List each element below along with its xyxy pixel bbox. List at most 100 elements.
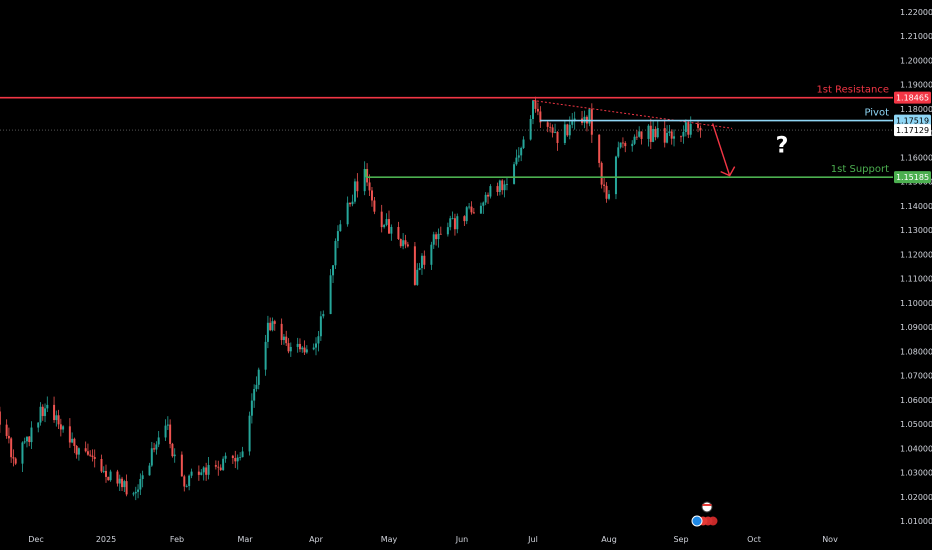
candle-body[interactable] xyxy=(139,478,142,490)
candle-body[interactable] xyxy=(121,478,124,488)
candle-body[interactable] xyxy=(336,231,339,242)
candle-body[interactable] xyxy=(116,471,119,484)
candle-body[interactable] xyxy=(420,255,423,269)
candle-body[interactable] xyxy=(271,321,274,331)
candle-body[interactable] xyxy=(157,437,160,445)
candle-body[interactable] xyxy=(77,448,80,455)
candle-body[interactable] xyxy=(53,404,56,421)
candle-body[interactable] xyxy=(638,131,641,137)
candle-body[interactable] xyxy=(86,451,89,455)
candle-body[interactable] xyxy=(197,471,200,475)
candle-body[interactable] xyxy=(334,241,337,266)
candle-body[interactable] xyxy=(5,424,8,436)
candle-body[interactable] xyxy=(689,123,692,135)
candle-body[interactable] xyxy=(568,124,571,136)
candle-body[interactable] xyxy=(46,404,49,409)
candle-body[interactable] xyxy=(273,321,276,324)
candle-body[interactable] xyxy=(171,443,174,457)
candle-body[interactable] xyxy=(166,424,169,426)
candle-body[interactable] xyxy=(451,218,454,220)
candle-body[interactable] xyxy=(57,415,60,425)
candle-body[interactable] xyxy=(41,406,44,417)
candle-body[interactable] xyxy=(353,181,356,202)
candle-body[interactable] xyxy=(406,244,409,247)
candle-body[interactable] xyxy=(668,131,671,133)
candle-body[interactable] xyxy=(435,234,438,240)
candle-body[interactable] xyxy=(670,131,673,139)
candle-body[interactable] xyxy=(522,139,525,148)
candle-body[interactable] xyxy=(633,136,636,144)
candle-body[interactable] xyxy=(673,136,676,139)
candle-body[interactable] xyxy=(549,126,552,128)
candle-body[interactable] xyxy=(482,202,485,206)
candle-body[interactable] xyxy=(402,240,405,247)
candle-body[interactable] xyxy=(388,219,390,234)
candle-body[interactable] xyxy=(472,212,475,214)
candle-body[interactable] xyxy=(107,476,110,481)
candle-body[interactable] xyxy=(236,457,239,462)
candle-body[interactable] xyxy=(214,465,217,467)
candle-body[interactable] xyxy=(383,224,386,228)
candle-body[interactable] xyxy=(190,471,193,476)
candle-body[interactable] xyxy=(621,142,624,144)
candle-body[interactable] xyxy=(496,186,499,192)
candle-body[interactable] xyxy=(546,122,549,127)
candle-body[interactable] xyxy=(349,202,352,205)
candle-body[interactable] xyxy=(109,471,112,481)
candle-body[interactable] xyxy=(339,224,342,232)
candle-body[interactable] xyxy=(222,458,225,470)
candle-body[interactable] xyxy=(10,438,13,458)
candle-body[interactable] xyxy=(654,129,657,138)
candle-body[interactable] xyxy=(91,455,94,458)
descending-trendline[interactable] xyxy=(532,99,733,129)
candle-body[interactable] xyxy=(413,246,416,285)
candle-body[interactable] xyxy=(137,489,140,492)
candle-body[interactable] xyxy=(89,454,92,456)
candle-body[interactable] xyxy=(529,118,532,140)
candle-body[interactable] xyxy=(71,438,74,443)
candle-body[interactable] xyxy=(62,426,65,430)
candle-body[interactable] xyxy=(534,100,537,109)
candle-body[interactable] xyxy=(319,316,322,337)
candle-body[interactable] xyxy=(697,123,700,128)
candle-body[interactable] xyxy=(257,369,260,385)
candle-body[interactable] xyxy=(370,190,373,201)
candle-body[interactable] xyxy=(647,125,650,139)
candle-body[interactable] xyxy=(289,346,292,352)
candle-body[interactable] xyxy=(180,454,183,477)
candle-body[interactable] xyxy=(590,109,593,135)
candle-body[interactable] xyxy=(332,265,335,276)
candle-body[interactable] xyxy=(105,470,107,477)
candle-body[interactable] xyxy=(470,206,473,213)
candle-body[interactable] xyxy=(269,322,272,331)
candle-body[interactable] xyxy=(322,314,325,317)
candle-body[interactable] xyxy=(266,322,269,342)
candle-body[interactable] xyxy=(75,445,78,455)
candle-body[interactable] xyxy=(598,134,601,163)
economic-events-markers[interactable] xyxy=(691,501,718,527)
candle-body[interactable] xyxy=(134,491,137,494)
candle-body[interactable] xyxy=(123,481,126,488)
candle-body[interactable] xyxy=(84,448,87,452)
candle-body[interactable] xyxy=(416,269,419,285)
candle-body[interactable] xyxy=(437,233,440,240)
candle-body[interactable] xyxy=(680,136,682,138)
candle-body[interactable] xyxy=(418,268,421,270)
candle-body[interactable] xyxy=(432,234,435,245)
candle-body[interactable] xyxy=(219,467,222,470)
candle-body[interactable] xyxy=(603,184,606,186)
candle-body[interactable] xyxy=(200,472,203,475)
candle-body[interactable] xyxy=(479,205,482,214)
candle-body[interactable] xyxy=(513,164,516,184)
candle-body[interactable] xyxy=(37,422,40,428)
candle-body[interactable] xyxy=(264,341,267,370)
candle-body[interactable] xyxy=(150,448,153,466)
candle-body[interactable] xyxy=(315,343,317,348)
candle-body[interactable] xyxy=(635,136,638,138)
candle-body[interactable] xyxy=(317,336,320,344)
candle-body[interactable] xyxy=(169,424,172,444)
candle-body[interactable] xyxy=(484,194,487,203)
candle-body[interactable] xyxy=(563,124,566,143)
candle-body[interactable] xyxy=(30,427,33,443)
candle-body[interactable] xyxy=(571,121,574,125)
